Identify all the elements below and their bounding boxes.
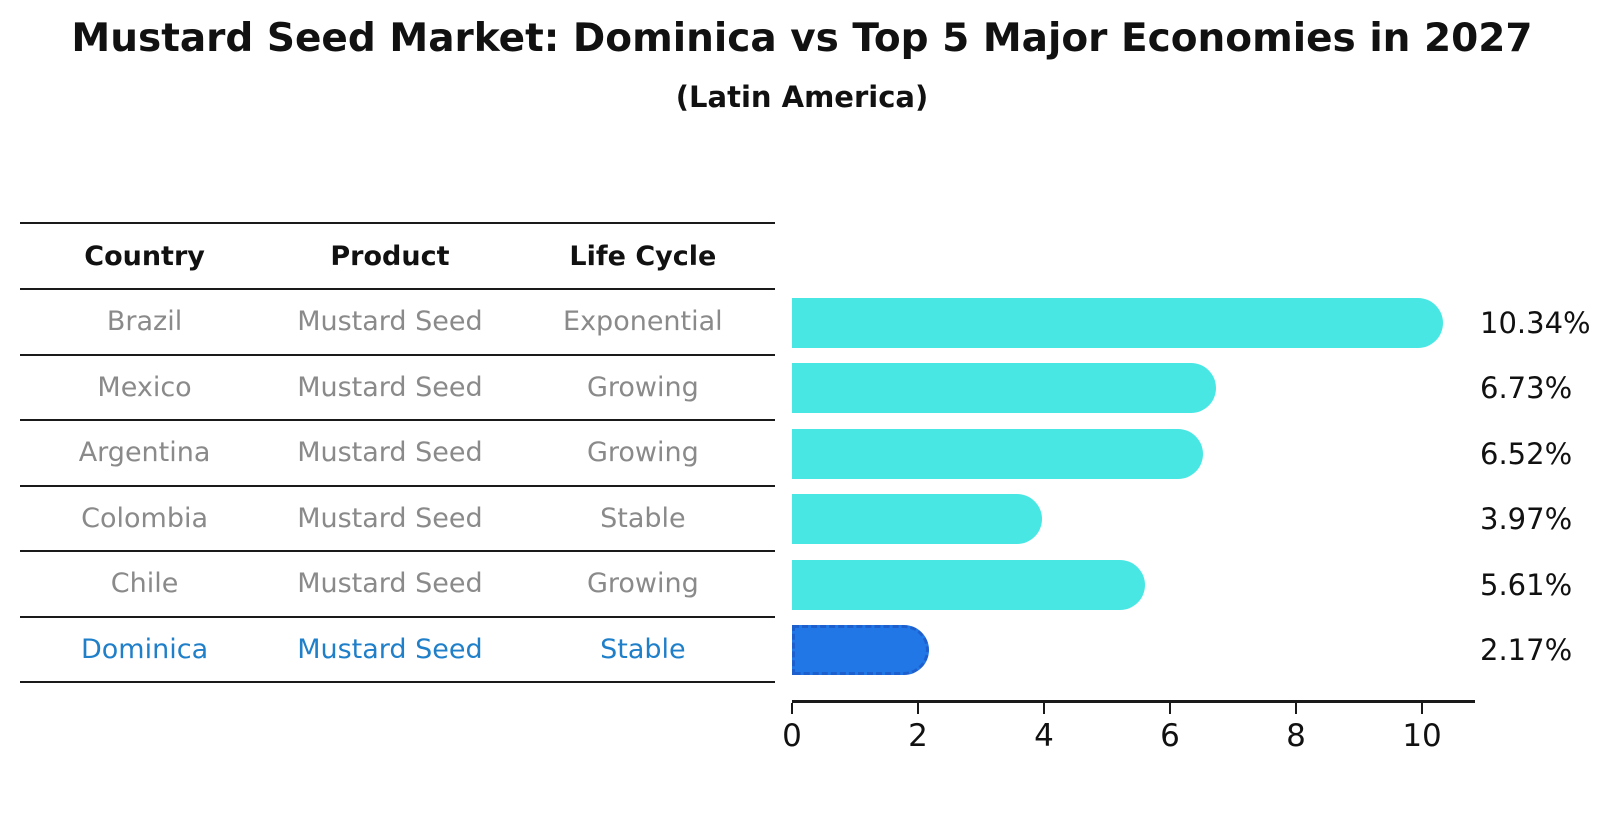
x-tick [1421,703,1424,714]
cell-life-cycle: Growing [586,437,699,469]
cell-product: Mustard Seed [297,502,483,534]
value-label: 3.97% [1480,502,1573,537]
bar-row-dominica: 2.17% [792,618,1604,684]
value-label: 6.52% [1480,436,1573,471]
header-country: Country [84,240,205,272]
cell-country: Mexico [97,371,192,403]
bar-row-argentina: 6.52% [792,421,1604,487]
x-tick [791,703,793,714]
cell-country: Colombia [81,502,209,534]
table-row-dominica: Dominica Mustard Seed Stable [20,618,775,683]
x-axis-line [792,700,1475,703]
cell-product: Mustard Seed [297,437,483,469]
cell-life-cycle: Stable [600,502,686,534]
bar-row-mexico: 6.73% [792,356,1604,422]
x-tick-label: 4 [1034,718,1054,754]
cell-life-cycle: Growing [586,371,699,403]
cell-life-cycle: Stable [600,633,686,665]
header-product: Product [330,240,450,272]
value-label: 5.61% [1480,567,1573,602]
bar-chile [792,559,1146,610]
table-row-mexico: Mexico Mustard Seed Growing [20,356,775,421]
x-tick-label: 2 [908,718,928,754]
x-tick [1043,703,1046,714]
x-tick [1169,703,1172,714]
comparison-table: Country Product Life Cycle Brazil Mustar… [20,222,775,683]
table-row-argentina: Argentina Mustard Seed Growing [20,421,775,487]
bar-dominica-highlighted [792,625,929,675]
value-label: 6.73% [1480,371,1573,406]
bar-plot: 10.34% 6.73% 6.52% 3.97% 5.61% 2.17% 0 [782,290,1604,823]
cell-country: Chile [110,568,179,600]
bar-colombia [792,494,1043,544]
x-tick-label: 6 [1160,718,1180,754]
table-row-colombia: Colombia Mustard Seed Stable [20,487,775,552]
x-tick-label: 8 [1286,718,1306,754]
x-tick [1295,703,1298,714]
bar-brazil [792,297,1444,348]
chart-title: Mustard Seed Market: Dominica vs Top 5 M… [71,16,1533,61]
bar-argentina [792,428,1203,479]
cell-life-cycle: Growing [586,568,699,600]
bar-row-chile: 5.61% [792,552,1604,618]
table-row-chile: Chile Mustard Seed Growing [20,552,775,618]
x-tick [917,703,919,714]
table-header-row: Country Product Life Cycle [20,222,775,290]
value-label: 2.17% [1480,633,1573,668]
bar-row-colombia: 3.97% [792,487,1604,553]
cell-life-cycle: Exponential [563,306,723,338]
value-label: 10.34% [1480,305,1591,340]
cell-product: Mustard Seed [297,371,483,403]
cell-product: Mustard Seed [297,568,483,600]
cell-country: Dominica [81,633,209,665]
header-life-cycle: Life Cycle [569,240,717,272]
bar-row-brazil: 10.34% [792,290,1604,356]
cell-country: Brazil [106,306,183,338]
cell-product: Mustard Seed [297,633,483,665]
x-tick-label: 10 [1402,718,1442,754]
bar-mexico [792,363,1217,413]
chart-subtitle: (Latin America) [675,80,929,114]
cell-product: Mustard Seed [297,306,483,338]
x-tick-label: 0 [782,718,802,754]
table-row-brazil: Brazil Mustard Seed Exponential [20,290,775,356]
cell-country: Argentina [78,437,211,469]
